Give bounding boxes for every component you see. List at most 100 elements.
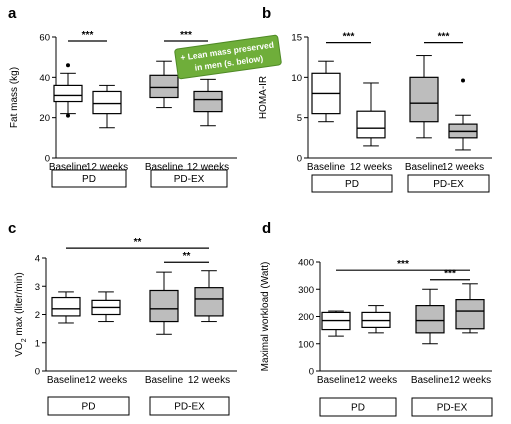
panel-letter: b (262, 5, 271, 22)
group-box (411, 397, 493, 417)
box-2 (361, 305, 391, 334)
panel-d: d 0 100 200 300 400 Maximal workload (Watt) Bas… (260, 220, 493, 417)
significance-label: ** (134, 237, 142, 248)
y-tick-label: 0 (297, 154, 302, 165)
group-label: PD (345, 179, 359, 190)
group-label: PD (351, 403, 365, 414)
outlier-point (66, 63, 70, 68)
x-tick-label: Baseline (145, 375, 184, 386)
box-iqr (194, 287, 224, 317)
y-tick-label: 3 (35, 282, 40, 293)
y-tick-label: 400 (298, 258, 314, 269)
box-1 (51, 291, 81, 324)
y-tick-label: 0 (35, 367, 40, 378)
y-tick-label: 0 (309, 367, 314, 378)
box-1 (321, 310, 351, 337)
group-box (319, 397, 397, 417)
significance-label: *** (397, 259, 409, 270)
group-label: PD-EX (433, 179, 464, 190)
group-label: PD-EX (174, 402, 205, 413)
box-2 (91, 291, 121, 323)
box-4 (448, 78, 478, 151)
box-1 (311, 60, 341, 123)
y-tick-label: 100 (298, 339, 314, 350)
x-tick-label: 12 weeks (85, 375, 127, 386)
y-tick-label: 5 (297, 113, 302, 124)
significance-label: *** (82, 30, 94, 41)
y-tick-label: 15 (291, 33, 302, 44)
group-box (407, 174, 490, 193)
significance-label: ** (183, 251, 191, 262)
box-iqr (53, 84, 83, 103)
outlier-point (66, 113, 70, 118)
x-tick-label: 12 weeks (355, 375, 397, 386)
group-label: PD (82, 174, 96, 185)
box-iqr (193, 90, 223, 113)
panel-letter: c (8, 220, 16, 237)
box-iqr (455, 299, 485, 330)
x-tick-label: Baseline (405, 162, 444, 173)
outlier-point (461, 78, 465, 83)
y-tick-label: 0 (45, 154, 50, 165)
box-iqr (356, 110, 386, 139)
box-3 (409, 55, 439, 139)
box-iqr (149, 74, 179, 99)
x-tick-label: Baseline (317, 375, 356, 386)
group-box (149, 396, 230, 416)
box-iqr (409, 76, 439, 123)
box-iqr (415, 305, 445, 334)
y-axis-label: Maximal workload (Watt) (260, 262, 271, 372)
y-axis-label: VO2 max (liter/min) (14, 272, 28, 356)
x-tick-label: 12 weeks (449, 375, 491, 386)
x-tick-label: Baseline (47, 375, 86, 386)
box-4 (193, 78, 223, 127)
x-tick-label: Baseline (411, 375, 450, 386)
y-tick-label: 60 (39, 33, 50, 44)
box-2 (356, 82, 386, 147)
y-tick-label: 4 (35, 254, 40, 265)
panel-letter: a (8, 5, 17, 22)
x-tick-label: Baseline (145, 162, 184, 173)
group-box (150, 169, 228, 188)
y-tick-label: 2 (35, 310, 40, 321)
x-tick-label: 12 weeks (188, 375, 230, 386)
box-2 (92, 84, 122, 129)
box-iqr (51, 296, 81, 317)
significance-label: *** (438, 32, 450, 43)
annotation-badge (174, 34, 282, 80)
group-box (47, 396, 130, 416)
group-label: PD-EX (437, 403, 468, 414)
box-1 (53, 63, 83, 118)
y-tick-label: 20 (39, 113, 50, 124)
box-3 (149, 60, 179, 109)
group-box (51, 169, 127, 188)
box-4 (455, 283, 485, 334)
y-axis-label: Fat mass (kg) (9, 67, 20, 128)
y-tick-label: 300 (298, 285, 314, 296)
y-tick-label: 200 (298, 312, 314, 323)
box-iqr (92, 90, 122, 115)
group-box (311, 174, 393, 193)
box-3 (149, 271, 179, 335)
group-label: PD-EX (174, 174, 205, 185)
significance-label: *** (444, 269, 456, 280)
y-tick-label: 1 (35, 338, 40, 349)
significance-label: *** (180, 30, 192, 41)
box-3 (415, 288, 445, 345)
y-axis-label: HOMA-IR (258, 76, 269, 119)
x-tick-label: 12 weeks (442, 162, 484, 173)
y-tick-label: 10 (291, 73, 302, 84)
group-label: PD (82, 402, 96, 413)
x-tick-label: Baseline (307, 162, 346, 173)
x-tick-label: 12 weeks (187, 162, 229, 173)
y-tick-label: 40 (39, 73, 50, 84)
significance-label: *** (343, 32, 355, 43)
x-tick-label: Baseline (49, 162, 88, 173)
box-4 (194, 270, 224, 323)
box-iqr (149, 289, 179, 323)
